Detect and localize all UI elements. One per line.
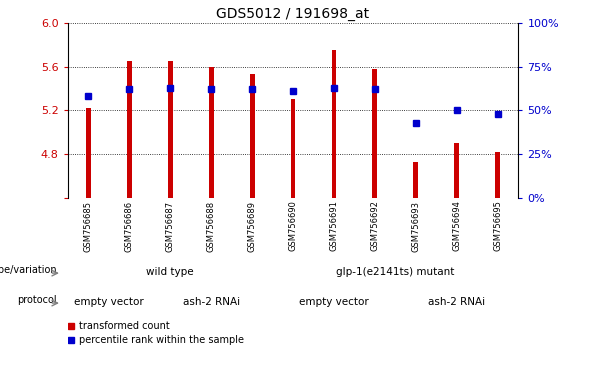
Bar — [209, 67, 214, 198]
Bar — [250, 74, 254, 198]
Text: genotype/variation: genotype/variation — [0, 265, 57, 275]
Title: GDS5012 / 191698_at: GDS5012 / 191698_at — [217, 7, 369, 21]
Bar — [413, 162, 418, 198]
Text: protocol: protocol — [17, 295, 57, 305]
Text: wild type: wild type — [146, 266, 194, 277]
Bar — [372, 69, 378, 198]
Text: glp-1(e2141ts) mutant: glp-1(e2141ts) mutant — [336, 266, 455, 277]
Text: empty vector: empty vector — [299, 296, 369, 307]
Text: ash-2 RNAi: ash-2 RNAi — [183, 296, 240, 307]
Bar — [86, 108, 91, 198]
Bar — [495, 152, 500, 198]
Bar — [127, 61, 131, 198]
Text: ash-2 RNAi: ash-2 RNAi — [428, 296, 485, 307]
Text: empty vector: empty vector — [74, 296, 144, 307]
Text: percentile rank within the sample: percentile rank within the sample — [79, 335, 244, 345]
Bar — [332, 50, 336, 198]
Bar — [168, 61, 173, 198]
Bar — [290, 99, 296, 198]
Text: transformed count: transformed count — [79, 321, 170, 331]
Bar — [455, 143, 459, 198]
